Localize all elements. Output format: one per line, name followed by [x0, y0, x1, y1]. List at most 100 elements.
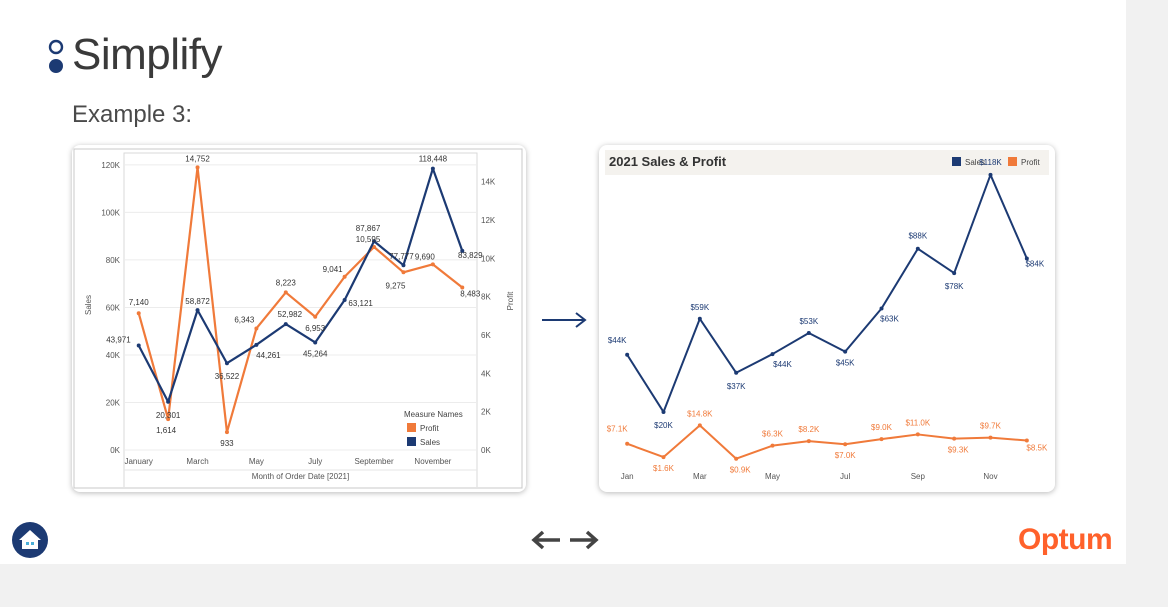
- data-label-profit: $9.7K: [980, 422, 1002, 431]
- data-label-sales: $63K: [880, 314, 899, 323]
- data-point-profit: [661, 455, 666, 460]
- x-tick-label: Sep: [911, 472, 926, 481]
- data-point-profit: [770, 443, 775, 448]
- y2-tick-label: 4K: [481, 369, 491, 378]
- data-point-profit: [430, 262, 435, 267]
- x-tick-label: Jan: [621, 472, 634, 481]
- left-right-arrows-icon: [531, 530, 599, 550]
- data-point-profit: [734, 456, 739, 461]
- data-label-sales: $59K: [690, 303, 709, 312]
- legend-swatch-profit: [407, 423, 416, 432]
- data-label-profit: $8.2K: [798, 425, 820, 434]
- data-label-profit: $0.9K: [730, 466, 752, 475]
- data-point-sales: [988, 172, 993, 177]
- legend-label-profit: Profit: [420, 424, 439, 433]
- data-point-sales: [843, 349, 848, 354]
- data-label-profit: 6,953: [305, 324, 326, 333]
- x-tick-label: January: [124, 457, 152, 466]
- data-point-sales: [915, 246, 920, 251]
- bullet-icon: [48, 39, 64, 73]
- data-point-profit: [915, 432, 920, 437]
- series-line-profit: [137, 166, 463, 434]
- data-point-sales: [952, 271, 957, 276]
- data-point-profit: [843, 442, 848, 447]
- data-point-sales: [283, 322, 288, 327]
- y2-tick-label: 14K: [481, 178, 496, 187]
- data-label-sales: $37K: [727, 382, 746, 391]
- y2-tick-label: 12K: [481, 216, 496, 225]
- x-tick-label: March: [186, 457, 208, 466]
- data-label-profit: 9,690: [415, 252, 436, 261]
- data-point-profit: [697, 423, 702, 428]
- y2-tick-label: 8K: [481, 293, 491, 302]
- data-label-sales: $44K: [773, 360, 792, 369]
- data-label-sales: 52,982: [278, 310, 303, 319]
- data-point-profit: [136, 311, 141, 316]
- y2-axis-title: Profit: [506, 291, 515, 310]
- data-point-profit: [283, 290, 288, 295]
- original-chart: 0K 20K 40K 60K 80K 100K 120K 0K 2K 4K 6K 8K 10K 12K 14…: [73, 148, 523, 489]
- data-point-sales: [342, 298, 347, 303]
- x-tick-label: Jul: [840, 472, 850, 481]
- legend-label-sales: Sales: [965, 158, 985, 167]
- data-point-profit: [625, 441, 630, 446]
- data-label-sales: 63,121: [348, 299, 373, 308]
- data-point-sales: [401, 263, 406, 268]
- data-label-sales: $44K: [608, 336, 627, 345]
- data-label-profit: $7.1K: [607, 425, 629, 434]
- x-tick-label: November: [414, 457, 451, 466]
- legend-swatch-profit: [1008, 157, 1017, 166]
- y2-tick-label: 10K: [481, 254, 496, 263]
- x-axis-title: Month of Order Date [2021]: [252, 472, 349, 481]
- x-tick-label: May: [249, 457, 264, 466]
- data-label-profit: 7,140: [129, 298, 150, 307]
- y-tick-label: 120K: [101, 161, 120, 170]
- data-point-sales: [806, 330, 811, 335]
- data-point-profit: [224, 430, 229, 435]
- data-point-sales: [1024, 256, 1029, 261]
- home-icon: [19, 530, 41, 549]
- right-band: [1126, 0, 1168, 564]
- data-label-sales: 58,872: [185, 297, 210, 306]
- data-label-profit: 8,223: [276, 278, 297, 287]
- page-subtitle: Example 3:: [72, 101, 193, 128]
- y2-tick-label: 6K: [481, 331, 491, 340]
- legend-label-sales: Sales: [420, 438, 440, 447]
- data-point-sales: [313, 340, 318, 345]
- y-tick-label: 60K: [106, 303, 121, 312]
- data-point-sales: [430, 166, 435, 171]
- data-point-sales: [195, 308, 200, 313]
- data-label-sales: $53K: [799, 317, 818, 326]
- simplified-chart-card: 2021 Sales & Profit Sales Profit Jan Mar May J…: [599, 145, 1055, 492]
- data-point-profit: [372, 244, 377, 249]
- data-label-sales: 20,301: [156, 411, 181, 420]
- y-tick-label: 100K: [101, 208, 120, 217]
- home-button[interactable]: [12, 522, 48, 558]
- series-line-sales: [626, 173, 1028, 413]
- data-label-sales: 87,867: [356, 224, 381, 233]
- data-label-sales: 43,971: [106, 336, 131, 345]
- data-label-profit: 10,595: [356, 235, 381, 244]
- series-line-sales: [137, 167, 464, 403]
- data-point-profit: [254, 326, 259, 331]
- chart-frame: [73, 148, 523, 489]
- x-tick-label: Mar: [693, 472, 707, 481]
- original-chart-card: 0K 20K 40K 60K 80K 100K 120K 0K 2K 4K 6K 8K 10K 12K 14…: [72, 145, 526, 492]
- data-point-profit: [401, 270, 406, 275]
- chart-title: 2021 Sales & Profit: [609, 154, 727, 169]
- data-label-profit: $9.0K: [871, 423, 893, 432]
- data-point-sales: [166, 399, 171, 404]
- legend-swatch-sales: [952, 157, 961, 166]
- y-tick-label: 40K: [106, 351, 121, 360]
- data-point-profit: [166, 417, 171, 422]
- data-label-sales: 45,264: [303, 349, 328, 358]
- data-point-sales: [224, 361, 229, 366]
- data-label-profit: 933: [220, 439, 234, 448]
- y2-tick-label: 0K: [481, 446, 491, 455]
- title-bar: [605, 150, 1049, 175]
- data-point-profit: [313, 314, 318, 319]
- data-point-sales: [254, 342, 259, 347]
- data-label-profit: $6.3K: [762, 430, 784, 439]
- data-point-sales: [661, 409, 666, 414]
- data-label-profit: 9,275: [385, 281, 406, 290]
